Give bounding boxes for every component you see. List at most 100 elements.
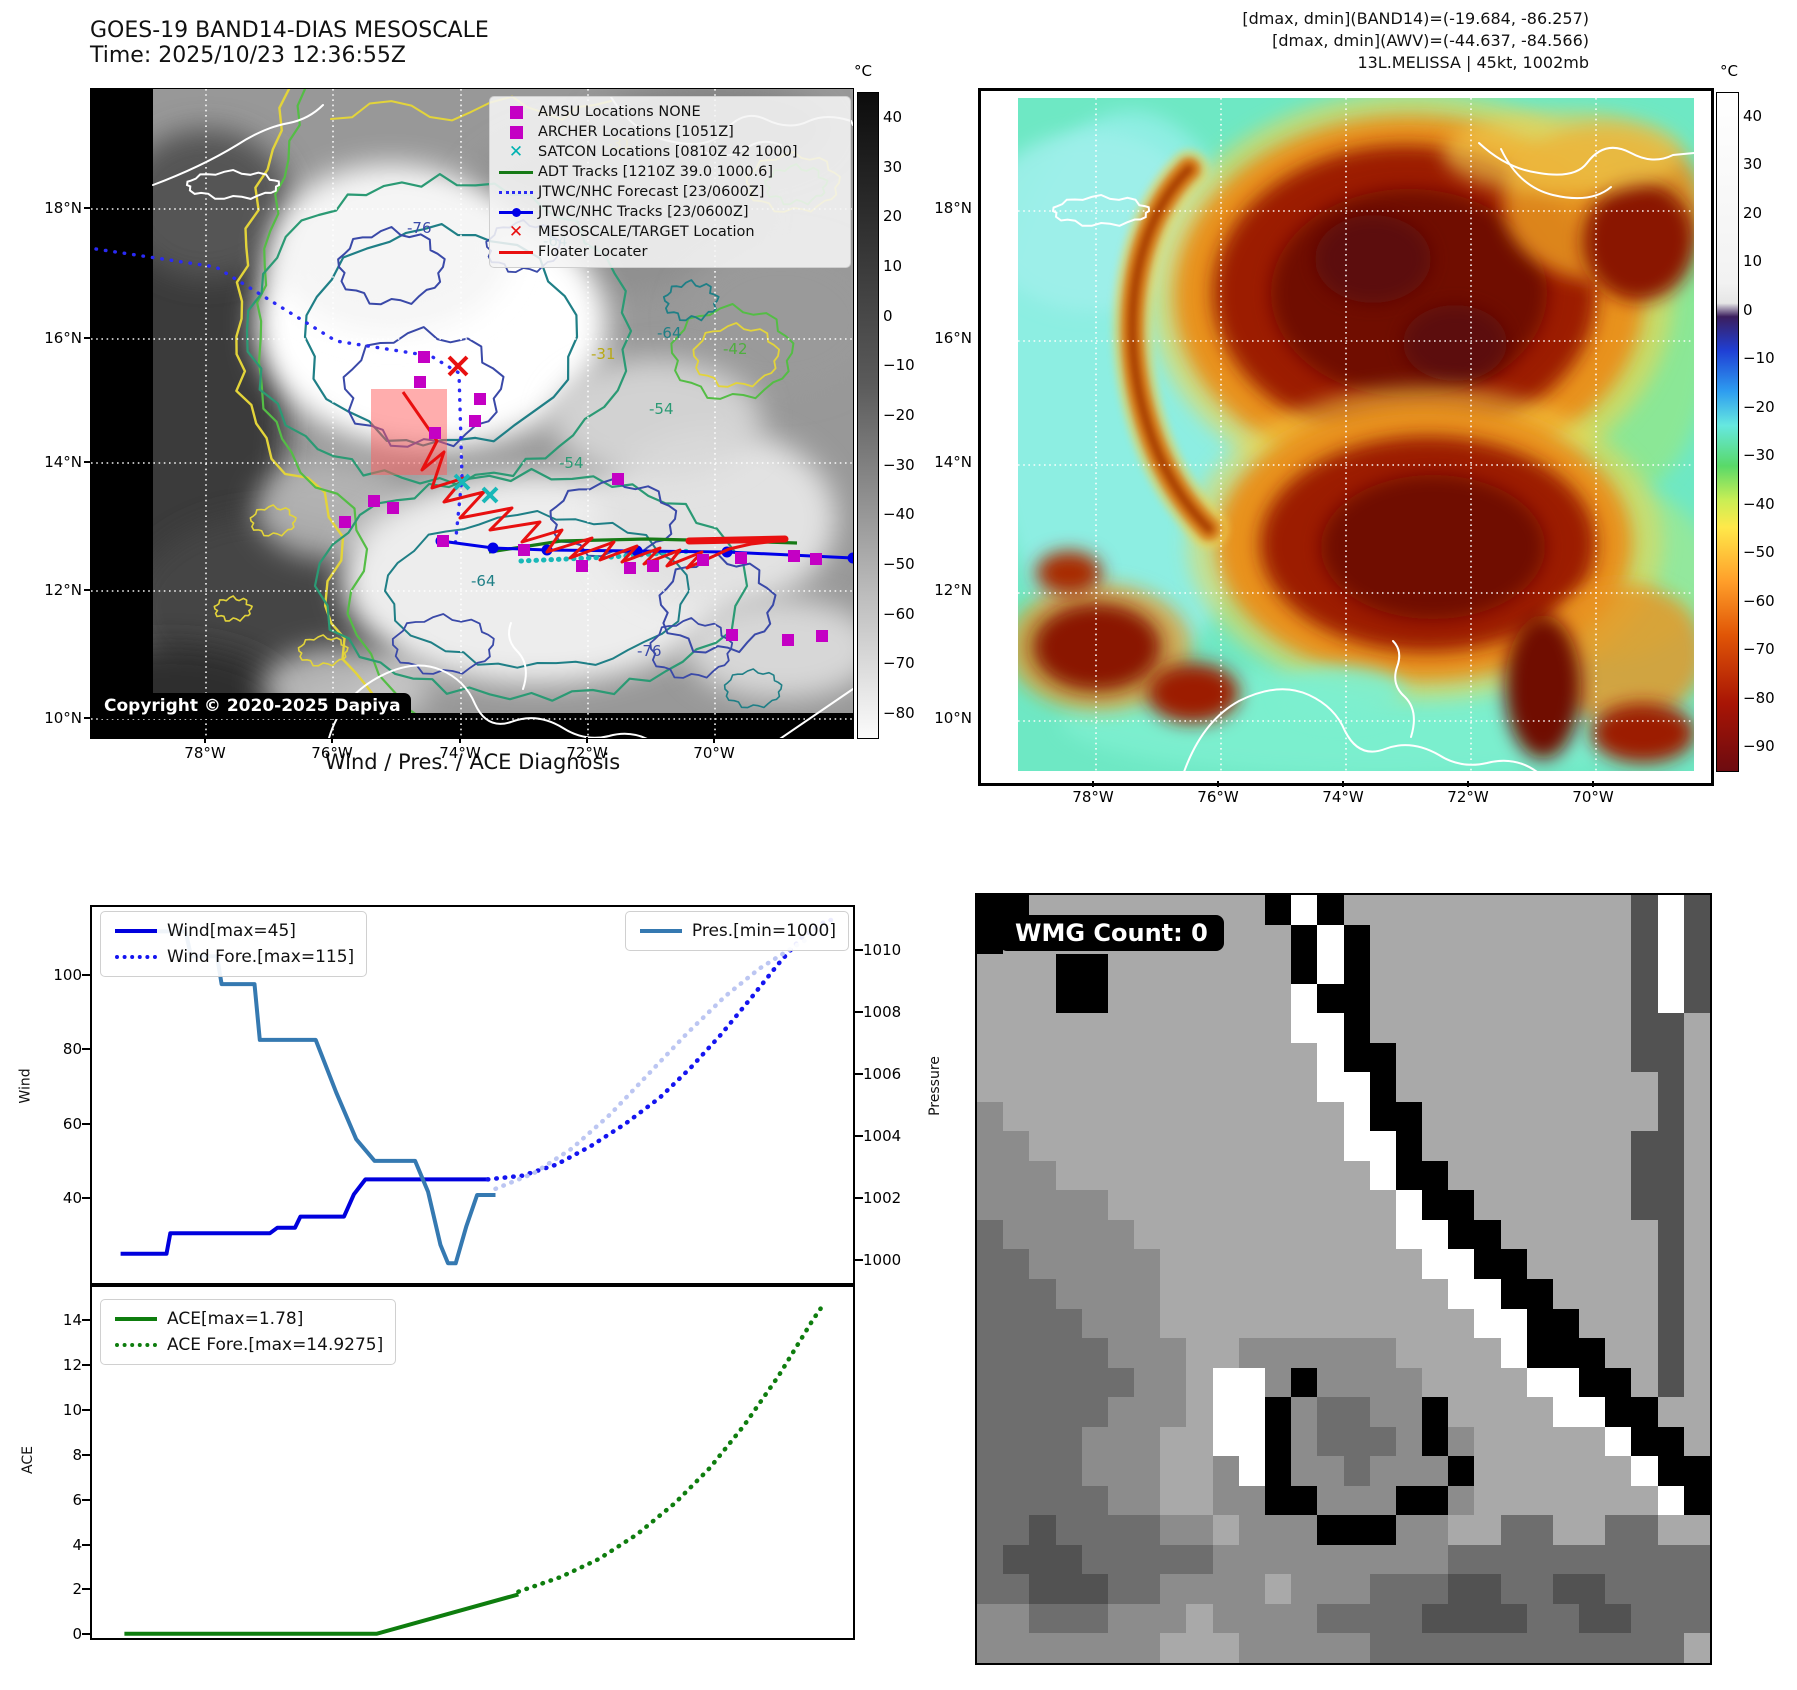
wmg-cell	[1107, 1574, 1135, 1604]
wmg-cell	[1160, 1633, 1187, 1663]
wmg-cell	[1291, 895, 1318, 925]
wmg-cell	[1238, 1249, 1265, 1279]
wmg-cell	[1003, 1397, 1030, 1427]
wmg-cell	[1238, 1190, 1265, 1220]
wmg-cell	[1605, 954, 1632, 984]
wind-pres-left-tick: 100	[53, 965, 82, 984]
wind-pres-tick	[855, 1011, 863, 1014]
wmg-cell	[1395, 1603, 1423, 1634]
wmg-cell	[1422, 1574, 1449, 1604]
wmg-cell	[1291, 1101, 1318, 1132]
wmg-cell	[1212, 1249, 1239, 1279]
wmg-cell	[1160, 1397, 1187, 1427]
right-colorbar-tick: −80	[1743, 688, 1775, 707]
wmg-cell	[1474, 1308, 1501, 1339]
wind-pres-right-tick: 1002	[863, 1189, 902, 1208]
wmg-cell	[1134, 1308, 1161, 1339]
wmg-cell	[1186, 1397, 1213, 1427]
wmg-cell	[1343, 1131, 1370, 1161]
left-map-tick	[84, 207, 90, 209]
title-line2: Time: 2025/10/23 12:36:55Z	[90, 43, 406, 68]
wmg-cell	[1657, 983, 1684, 1014]
wmg-cell	[1186, 1013, 1213, 1043]
wmg-cell	[1081, 1279, 1108, 1309]
wmg-cell	[1369, 1101, 1396, 1132]
wmg-cell	[1605, 1042, 1632, 1073]
right-map-lon-label: 74°W	[1322, 788, 1364, 806]
right-colorbar-tick: 30	[1743, 155, 1763, 174]
wmg-cell	[1003, 1219, 1030, 1250]
wmg-cell	[1500, 895, 1527, 925]
wmg-cell	[1264, 1485, 1292, 1516]
square-marker-icon	[494, 105, 538, 119]
wmg-cell	[1657, 1367, 1684, 1398]
wmg-cell	[1160, 1101, 1187, 1132]
left-map-lon-label: 78°W	[184, 744, 226, 762]
right-colorbar-tick: 10	[1743, 252, 1763, 271]
wmg-cell	[1291, 983, 1318, 1014]
wmg-cell	[1526, 1072, 1553, 1102]
wmg-cell	[1212, 1219, 1239, 1250]
wmg-cell	[1081, 1426, 1108, 1457]
wmg-cell	[1264, 1219, 1292, 1250]
wmg-cell	[1605, 924, 1632, 955]
wmg-cell	[1160, 1603, 1187, 1634]
wmg-cell	[1081, 1515, 1108, 1545]
wind-pres-right-tick: 1008	[863, 1003, 902, 1022]
left-map-lon-label: 74°W	[439, 744, 481, 762]
wmg-cell	[1631, 1456, 1658, 1486]
wmg-cell	[1264, 895, 1292, 925]
wmg-cell	[1055, 1574, 1082, 1604]
wmg-cell	[1500, 1042, 1527, 1073]
wmg-cell	[1500, 1308, 1527, 1339]
wmg-cell	[1317, 1249, 1344, 1279]
wmg-cell	[1107, 1515, 1135, 1545]
wmg-cell	[1317, 1397, 1344, 1427]
wmg-cell	[1317, 1485, 1344, 1516]
wmg-cell	[1474, 1397, 1501, 1427]
wmg-cell	[1422, 1308, 1449, 1339]
wmg-cell	[1474, 954, 1501, 984]
wmg-cell	[1003, 1160, 1030, 1191]
wmg-cell	[1212, 1013, 1239, 1043]
wmg-cell	[1552, 1013, 1580, 1043]
wmg-cell	[1631, 1042, 1658, 1073]
wmg-cell	[1134, 1515, 1161, 1545]
wmg-cell	[1343, 1544, 1370, 1575]
wmg-cell	[1160, 1426, 1187, 1457]
wmg-cell	[1134, 1190, 1161, 1220]
wmg-cell	[1107, 1633, 1135, 1663]
wmg-cell	[1657, 1219, 1684, 1250]
wmg-cell	[1238, 1101, 1265, 1132]
wmg-cell	[1134, 983, 1161, 1014]
wmg-cell	[1264, 1426, 1292, 1457]
wmg-cell	[1055, 1367, 1082, 1398]
wmg-cell	[1683, 1279, 1710, 1309]
wmg-cell	[1317, 1515, 1344, 1545]
wmg-cell	[1631, 1219, 1658, 1250]
wmg-cell	[1605, 1338, 1632, 1368]
wmg-cell	[1212, 1397, 1239, 1427]
wmg-cell	[1474, 1013, 1501, 1043]
wmg-cell	[1474, 1426, 1501, 1457]
wmg-cell	[1579, 1603, 1606, 1634]
wmg-cell	[1395, 1397, 1423, 1427]
wmg-cell	[1552, 1131, 1580, 1161]
wmg-cell	[1343, 924, 1370, 955]
wmg-cell	[1291, 1279, 1318, 1309]
wmg-cell	[1579, 924, 1606, 955]
wmg-cell	[1657, 1633, 1684, 1663]
wmg-cell	[1212, 1160, 1239, 1191]
wmg-cell	[1579, 1308, 1606, 1339]
wmg-cell	[1107, 1013, 1135, 1043]
right-colorbar-tick: −20	[1743, 397, 1775, 416]
copyright-badge: Copyright © 2020-2025 Dapiya	[94, 693, 411, 719]
wmg-cell	[1291, 1249, 1318, 1279]
wmg-cell	[1343, 895, 1370, 925]
wmg-cell	[1291, 1456, 1318, 1486]
wmg-cell	[977, 1042, 1004, 1073]
square-marker-icon	[494, 125, 538, 139]
left-colorbar-tick: −40	[883, 505, 915, 524]
wmg-cell	[1238, 1456, 1265, 1486]
wmg-cell	[1395, 1101, 1423, 1132]
